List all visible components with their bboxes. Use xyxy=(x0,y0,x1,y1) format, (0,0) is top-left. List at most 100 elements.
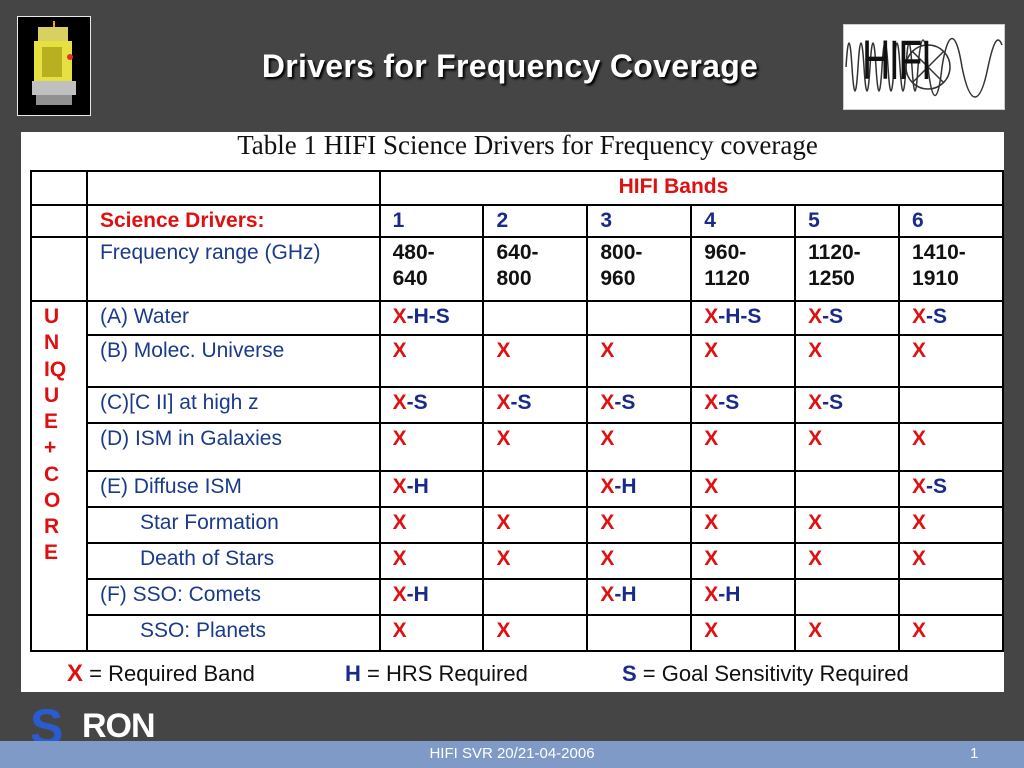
frequency-range-cell: 480- 640 xyxy=(378,236,485,302)
frequency-range-low: 1410- xyxy=(912,241,966,264)
goal-sensitivity-mark: -S xyxy=(406,391,428,414)
legend-h-text: = HRS Required xyxy=(360,661,528,686)
band-requirement-cell: X-S xyxy=(378,386,485,424)
frequency-range-cell: 960- 1120 xyxy=(690,236,797,302)
driver-row: SSO: Planets X X X X X xyxy=(31,614,1004,652)
hrs-required-mark: -H xyxy=(406,475,429,498)
driver-label: (C)[C II] at high z xyxy=(85,386,381,424)
frequency-range-cell: 800- 960 xyxy=(586,236,693,302)
empty-cell xyxy=(30,204,88,238)
driver-label: Star Formation xyxy=(85,506,381,544)
required-band-mark: X xyxy=(704,583,719,606)
goal-sensitivity-mark: -S xyxy=(614,391,636,414)
frequency-range-high: 1910 xyxy=(912,267,959,291)
hrs-required-mark: -H xyxy=(406,583,429,606)
goal-sensitivity-mark: -S xyxy=(926,305,948,328)
band-number: 2 xyxy=(482,204,589,238)
band-requirement-cell xyxy=(482,300,589,336)
frequency-range-low: 800- xyxy=(600,241,643,264)
band-requirement-cell: X xyxy=(898,542,1004,580)
band-requirement-cell: X xyxy=(794,422,901,472)
band-requirement-cell: X xyxy=(586,422,693,472)
band-number-row: Science Drivers: 1 2 3 4 5 6 xyxy=(30,204,1004,238)
required-band-mark: X xyxy=(496,619,511,642)
required-band-mark: X xyxy=(912,427,927,450)
required-band-mark: X xyxy=(704,619,719,642)
band-requirement-cell: X xyxy=(482,506,589,544)
unique-core-letter: IQ xyxy=(44,357,67,381)
required-band-mark: X xyxy=(600,583,615,606)
driver-label: (A) Water xyxy=(85,300,381,336)
band-number: 4 xyxy=(690,204,797,238)
legend-hrs-required: H = HRS Required xyxy=(345,661,622,687)
required-band-mark: X xyxy=(600,427,615,450)
frequency-range-high: 1120 xyxy=(704,267,750,291)
required-band-mark: X xyxy=(392,619,407,642)
required-band-mark: X xyxy=(704,511,719,534)
band-requirement-cell: X-H xyxy=(378,470,485,508)
required-band-mark: X xyxy=(704,391,719,414)
driver-label: Death of Stars xyxy=(85,542,381,580)
band-number: 3 xyxy=(586,204,693,238)
band-requirement-cell: X xyxy=(378,542,485,580)
unique-core-letter: U xyxy=(44,383,60,407)
band-requirement-cell: X-S xyxy=(690,386,797,424)
unique-core-label: U N IQ U E + C O R E xyxy=(30,300,88,652)
band-requirement-cell: X xyxy=(690,422,797,472)
spacecraft-icon xyxy=(18,17,90,115)
band-requirement-cell: X-S xyxy=(794,386,901,424)
required-band-mark: X xyxy=(392,391,407,414)
required-band-mark: X xyxy=(496,511,511,534)
required-band-mark: X xyxy=(912,339,927,362)
legend: X = Required Band H = HRS Required S = Goa… xyxy=(67,660,909,688)
legend-required-band: X = Required Band xyxy=(67,660,345,688)
band-requirement-cell: X xyxy=(794,542,901,580)
hrs-required-mark: -H xyxy=(614,583,637,606)
slide-title: Drivers for Frequency Coverage xyxy=(261,48,759,84)
required-band-mark: X xyxy=(704,427,719,450)
required-band-mark: X xyxy=(496,547,511,570)
required-band-mark: X xyxy=(808,511,823,534)
band-requirement-cell xyxy=(586,300,693,336)
frequency-range-low: 480- xyxy=(392,241,435,264)
required-band-mark: X xyxy=(912,475,927,498)
unique-core-letter: E xyxy=(44,410,59,433)
band-requirement-cell: X xyxy=(586,542,693,580)
unique-core-letter: + xyxy=(44,436,57,460)
sron-logo-text: RON xyxy=(82,707,156,745)
band-requirement-cell: X xyxy=(898,506,1004,544)
driver-row: Star Formation X X X X X X xyxy=(31,506,1004,544)
band-requirement-cell: X xyxy=(482,542,589,580)
band-requirement-cell: X xyxy=(794,506,901,544)
required-band-mark: X xyxy=(912,547,927,570)
frequency-range-high: 800 xyxy=(496,267,532,291)
goal-sensitivity-mark: -S xyxy=(718,391,740,414)
driver-row: Death of Stars X X X X X X xyxy=(31,542,1004,580)
required-band-mark: X xyxy=(392,583,407,606)
driver-label: (D) ISM in Galaxies xyxy=(85,422,381,472)
required-band-mark: X xyxy=(600,391,615,414)
hrs-required-mark: -H xyxy=(614,475,637,498)
science-drivers-table: HIFI Bands Science Drivers: 1 2 3 4 5 6 … xyxy=(30,170,1005,652)
hrs-required-mark: -H xyxy=(718,305,741,328)
waveform-icon xyxy=(845,37,1003,98)
frequency-range-high: 1250 xyxy=(808,267,855,291)
band-requirement-cell: X xyxy=(378,614,485,652)
band-requirement-cell xyxy=(898,386,1004,424)
driver-label: SSO: Planets xyxy=(85,614,381,652)
driver-label: (B) Molec. Universe xyxy=(85,334,381,388)
hifi-logo: HIFI xyxy=(843,24,1005,110)
required-band-mark: X xyxy=(808,305,823,328)
required-band-mark: X xyxy=(392,475,407,498)
band-requirement-cell xyxy=(898,578,1004,616)
required-band-mark: X xyxy=(600,511,615,534)
required-band-mark: X xyxy=(912,511,927,534)
required-band-mark: X xyxy=(704,547,719,570)
required-band-mark: X xyxy=(392,547,407,570)
band-requirement-cell: X-S xyxy=(482,386,589,424)
goal-sensitivity-mark: -S xyxy=(926,475,948,498)
band-requirement-cell: X-S xyxy=(586,386,693,424)
driver-row: (E) Diffuse ISM X-H X-H X X-S xyxy=(31,470,1004,508)
required-band-mark: X xyxy=(912,305,927,328)
frequency-range-row: Frequency range (GHz) 480- 640 640- 800 80… xyxy=(30,236,1004,302)
